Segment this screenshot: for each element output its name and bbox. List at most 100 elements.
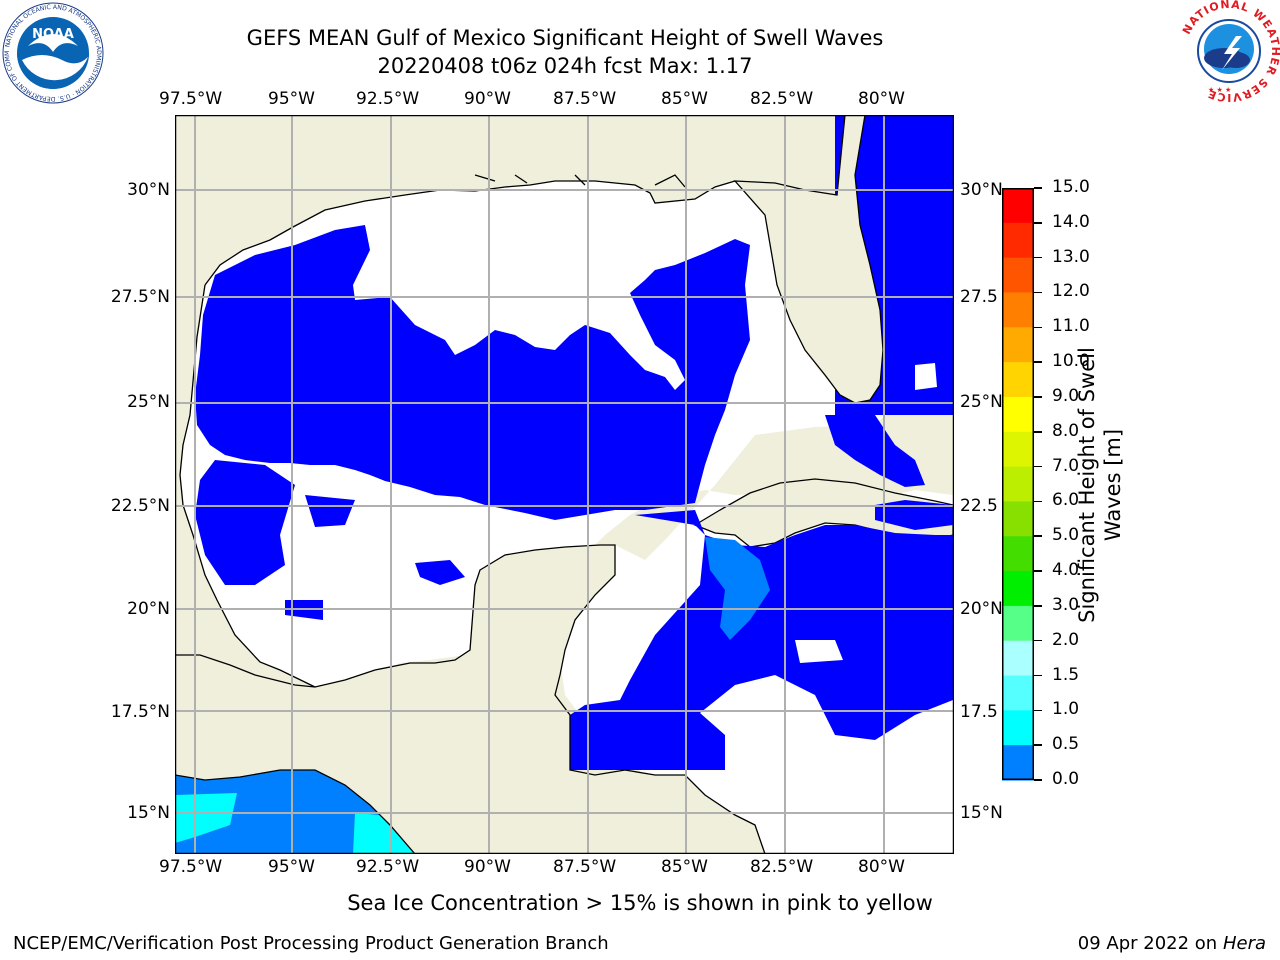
colorbar-tick-mark	[1034, 744, 1042, 746]
colorbar-tick-label: 2.0	[1052, 629, 1080, 650]
colorbar-tick-mark	[1034, 779, 1042, 781]
colorbar-tick-label: 3.0	[1052, 594, 1080, 615]
lon-label: 82.5°W	[750, 89, 814, 109]
colorbar-tick-mark	[1034, 674, 1042, 677]
lat-label: 15°N	[127, 803, 170, 823]
footer-credit: NCEP/EMC/Verification Post Processing Pr…	[13, 933, 609, 954]
lat-label: 22.5	[960, 496, 998, 516]
colorbar-swatch	[1002, 745, 1034, 781]
lon-label: 87.5°W	[553, 857, 617, 877]
colorbar-tick-label: 15.0	[1052, 177, 1090, 197]
colorbar-tick-label: 0.0	[1052, 769, 1080, 789]
lon-label: 95°W	[268, 857, 315, 877]
lon-label: 82.5°W	[750, 857, 814, 877]
colorbar-tick-mark	[1034, 535, 1042, 537]
footer-date-text: 09 Apr 2022 on	[1077, 933, 1223, 954]
lon-label: 95°W	[268, 89, 315, 109]
lon-label: 97.5°W	[159, 857, 223, 877]
colorbar-tick-label: 9.0	[1052, 385, 1080, 406]
colorbar-tick-mark	[1034, 326, 1042, 329]
colorbar-tick-label: 10.0	[1052, 351, 1090, 372]
noaa-logo-icon: NATIONAL OCEANIC AND ATMOSPHERIC ADMINIS…	[2, 2, 104, 104]
footer-date: 09 Apr 2022 on Hera	[1078, 933, 1266, 954]
lat-label: 27.5°N	[110, 287, 170, 307]
colorbar-tick-label: 6.0	[1052, 490, 1080, 511]
swell-zone-cyan	[175, 793, 237, 843]
colorbar-tick-mark	[1034, 709, 1042, 712]
colorbar-tick-label: 4.0	[1052, 560, 1080, 581]
sea-ice-note-text: Sea Ice Concentration > 15% is shown in …	[347, 891, 933, 915]
colorbar-tick-mark	[1034, 222, 1042, 224]
colorbar-tick-mark	[1034, 256, 1042, 259]
lon-label: 87.5°W	[553, 89, 617, 109]
colorbar-tick-label: 1.0	[1052, 699, 1080, 720]
swell-zone-blue	[195, 210, 953, 770]
colorbar-tick-label: 12.0	[1052, 281, 1090, 302]
map-frame	[175, 115, 954, 854]
colorbar-tick-label: 5.0	[1052, 525, 1080, 546]
colorbar-tick-mark	[1034, 605, 1042, 607]
lon-label: 85°W	[661, 89, 708, 109]
sea-ice-note: Sea Ice Concentration > 15% is shown in …	[0, 891, 1280, 915]
colorbar-swatch	[1002, 501, 1034, 537]
lat-label: 30°N	[127, 180, 170, 200]
lon-label: 97.5°W	[159, 89, 223, 109]
colorbar-tick-label: 14.0	[1052, 211, 1090, 232]
graticule	[175, 115, 954, 854]
colorbar-tick-label: 8.0	[1052, 420, 1080, 441]
lon-label: 85°W	[661, 857, 708, 877]
nws-logo-icon: NATIONAL WEATHER SERVICE ★ ★ ★	[1180, 0, 1280, 102]
colorbar-swatch	[1002, 188, 1034, 224]
colorbar-tick-mark	[1034, 187, 1042, 189]
swell-zone-lightblue	[705, 537, 770, 640]
colorbar-swatch	[1002, 327, 1034, 363]
colorbar-swatch	[1002, 675, 1034, 711]
lat-label: 17.5°N	[110, 702, 170, 722]
colorbar-tick-mark	[1034, 431, 1042, 433]
colorbar-swatch	[1002, 362, 1034, 398]
colorbar-label-line2: Waves [m]	[1101, 428, 1125, 542]
colorbar-tick-label: 7.0	[1052, 455, 1080, 476]
colorbar-tick-mark	[1034, 396, 1042, 398]
colorbar-swatch	[1002, 640, 1034, 677]
colorbar-tick-label: 13.0	[1052, 246, 1090, 267]
colorbar-tick-mark	[1034, 465, 1042, 468]
colorbar-tick-mark	[1034, 361, 1042, 363]
lat-label: 17.5	[960, 702, 998, 722]
chart-title: GEFS MEAN Gulf of Mexico Significant Hei…	[246, 26, 884, 50]
chart-subtitle: 20220408 t06z 024h fcst Max: 1.17	[377, 54, 753, 78]
lat-label: 30°N	[960, 180, 1003, 200]
colorbar-tick-mark	[1034, 570, 1042, 572]
colorbar-tick-mark	[1034, 500, 1042, 503]
svg-text:NOAA: NOAA	[32, 27, 74, 42]
colorbar	[1002, 188, 1034, 781]
swell-height-map	[175, 115, 954, 854]
colorbar-tick-label: 0.5	[1052, 734, 1080, 755]
footer-host: Hera	[1222, 933, 1266, 954]
colorbar-swatch	[1002, 396, 1034, 433]
lat-label: 25°N	[127, 392, 170, 412]
colorbar-swatch	[1002, 466, 1034, 503]
lat-label: 22.5°N	[110, 496, 170, 516]
lat-label: 20°N	[960, 599, 1003, 619]
colorbar-swatch	[1002, 257, 1034, 294]
lon-label: 92.5°W	[356, 857, 420, 877]
mexico-land	[175, 544, 766, 854]
svg-text:★ ★ ★: ★ ★ ★	[1208, 86, 1231, 94]
colorbar-swatch	[1002, 605, 1034, 642]
colorbar-tick-mark	[1034, 639, 1042, 642]
colorbar-swatch	[1002, 431, 1034, 468]
swell-zone-cyan-2	[353, 813, 415, 854]
colorbar-tick-label: 1.5	[1052, 664, 1080, 685]
colorbar-label-line1: Significant Height of Swell	[1075, 347, 1099, 623]
colorbar-tick-label: 11.0	[1052, 316, 1090, 337]
colorbar-swatch	[1002, 710, 1034, 746]
colorbar-swatch	[1002, 536, 1034, 572]
lat-label: 25°N	[960, 392, 1003, 412]
colorbar-tick-mark	[1034, 291, 1042, 294]
lat-label: 20°N	[127, 599, 170, 619]
lat-label: 27.5	[960, 287, 998, 307]
lon-label: 90°W	[464, 857, 511, 877]
lat-label: 15°N	[960, 803, 1003, 823]
lon-label: 90°W	[464, 89, 511, 109]
